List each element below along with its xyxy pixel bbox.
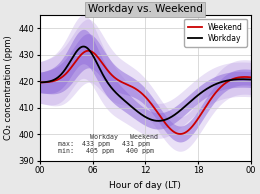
Weekend — [193, 123, 196, 125]
Workday — [172, 114, 175, 117]
Weekend — [38, 81, 42, 84]
Weekend — [87, 50, 90, 52]
Workday — [38, 81, 42, 84]
Workday — [192, 98, 195, 100]
Workday — [64, 68, 67, 70]
Weekend — [179, 133, 182, 135]
Legend: Weekend, Workday: Weekend, Workday — [184, 19, 247, 47]
Workday — [122, 99, 126, 101]
Workday — [249, 78, 252, 81]
Workday — [157, 120, 160, 122]
Workday — [82, 45, 85, 48]
Title: Workday vs. Weekend: Workday vs. Weekend — [88, 4, 203, 14]
X-axis label: Hour of day (LT): Hour of day (LT) — [109, 181, 181, 190]
Y-axis label: CO₂ concentration (ppm): CO₂ concentration (ppm) — [4, 36, 13, 140]
Weekend — [64, 73, 67, 75]
Workday — [108, 84, 111, 86]
Weekend — [192, 124, 195, 127]
Workday — [193, 97, 196, 100]
Weekend — [172, 130, 175, 133]
Weekend — [122, 82, 126, 84]
Text: Workday   Weekend
max:  433 ppm   431 ppm
min:   405 ppm   400 ppm: Workday Weekend max: 433 ppm 431 ppm min… — [58, 134, 158, 154]
Weekend — [249, 76, 252, 78]
Line: Weekend: Weekend — [40, 51, 251, 134]
Line: Workday: Workday — [40, 47, 251, 121]
Weekend — [108, 71, 111, 74]
